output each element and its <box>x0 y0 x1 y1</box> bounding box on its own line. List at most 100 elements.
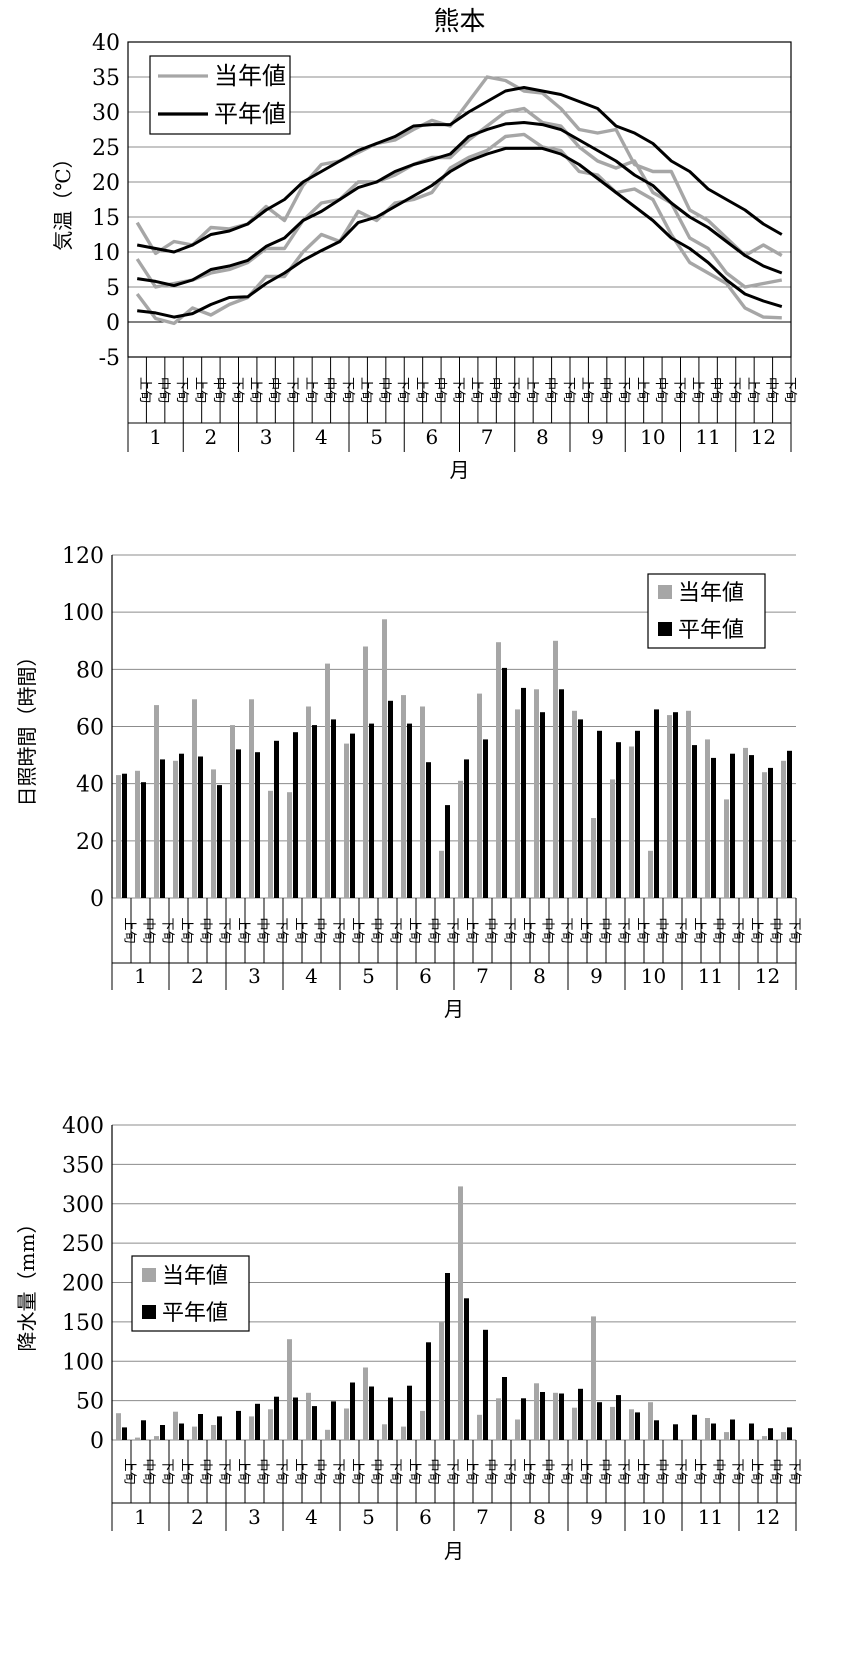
bar-normal <box>236 749 241 898</box>
month-label: 12 <box>751 425 776 449</box>
bar-normal <box>787 1427 792 1440</box>
decade-label: 中旬 <box>312 1458 327 1484</box>
decade-label: 中旬 <box>768 917 783 943</box>
y-tick-label: 150 <box>62 1311 104 1336</box>
bar-normal <box>255 1403 260 1440</box>
decade-label: 中旬 <box>654 1458 669 1484</box>
y-tick-label: 120 <box>62 544 104 569</box>
bar-normal <box>749 1423 754 1440</box>
decade-label: 下旬 <box>217 917 232 943</box>
bar-current <box>477 693 482 898</box>
bar-normal <box>540 1392 545 1440</box>
decade-label: 上旬 <box>303 377 318 403</box>
bar-current <box>420 1410 425 1440</box>
decade-label: 下旬 <box>331 917 346 943</box>
bar-normal <box>350 1382 355 1440</box>
bar-normal <box>521 1398 526 1440</box>
decade-label: 上旬 <box>236 917 251 943</box>
bar-normal <box>673 712 678 898</box>
bar-normal <box>730 1419 735 1440</box>
y-tick-label: -5 <box>99 346 120 371</box>
decade-label: 中旬 <box>763 377 778 403</box>
month-label: 6 <box>419 964 432 988</box>
bar-normal <box>122 1427 127 1440</box>
bar-current <box>629 746 634 898</box>
decade-label: 下旬 <box>217 1458 232 1484</box>
month-label: 6 <box>426 425 439 449</box>
legend-swatch-current <box>658 585 672 599</box>
bar-current <box>268 790 273 898</box>
bar-normal <box>502 667 507 898</box>
decade-label: 上旬 <box>690 377 705 403</box>
decade-label: 中旬 <box>597 917 612 943</box>
y-tick-label: 400 <box>62 1114 104 1139</box>
y-tick-label: 0 <box>90 887 104 912</box>
month-label: 4 <box>305 1505 318 1529</box>
decade-label: 中旬 <box>487 377 502 403</box>
decade-label: 中旬 <box>708 377 723 403</box>
y-tick-label: 60 <box>76 716 104 741</box>
decade-label: 上旬 <box>521 1458 536 1484</box>
legend-label-normal: 平年値 <box>214 100 286 128</box>
bar-normal <box>730 753 735 898</box>
y-tick-label: 50 <box>76 1390 104 1415</box>
decade-label: 上旬 <box>137 377 152 403</box>
decade-label: 下旬 <box>727 377 742 403</box>
bar-current <box>743 747 748 898</box>
bar-normal <box>540 712 545 898</box>
bar-current <box>439 850 444 898</box>
bar-normal <box>711 1423 716 1440</box>
decade-label: 中旬 <box>255 917 270 943</box>
y-tick-label: 20 <box>76 830 104 855</box>
bar-current <box>135 1437 140 1440</box>
decade-label: 中旬 <box>312 917 327 943</box>
bar-current <box>173 1411 178 1440</box>
bar-current <box>610 1406 615 1440</box>
month-label: 10 <box>641 964 666 988</box>
decade-label: 中旬 <box>598 377 613 403</box>
y-axis-label: 気温（℃） <box>51 148 75 250</box>
bar-normal <box>198 756 203 898</box>
bar-normal <box>369 1386 374 1440</box>
decade-label: 下旬 <box>160 1458 175 1484</box>
bar-current <box>325 1429 330 1440</box>
bar-normal <box>293 1397 298 1440</box>
decade-label: 中旬 <box>654 917 669 943</box>
month-label: 1 <box>149 425 162 449</box>
y-tick-label: 15 <box>92 206 120 231</box>
bar-current <box>154 705 159 898</box>
y-tick-label: 300 <box>62 1193 104 1218</box>
bar-current <box>249 1416 254 1440</box>
bar-normal <box>559 1393 564 1440</box>
decade-label: 上旬 <box>293 917 308 943</box>
bar-normal <box>141 1420 146 1440</box>
decade-label: 上旬 <box>579 377 594 403</box>
legend-label-current: 当年値 <box>214 62 286 90</box>
bar-normal <box>331 1401 336 1440</box>
decade-label: 上旬 <box>749 1458 764 1484</box>
decade-label: 上旬 <box>236 1458 251 1484</box>
bar-normal <box>768 767 773 898</box>
bar-normal <box>749 755 754 898</box>
bar-normal <box>635 1412 640 1440</box>
decade-label: 中旬 <box>768 1458 783 1484</box>
bar-normal <box>483 1329 488 1441</box>
bar-current <box>230 725 235 898</box>
decade-label: 上旬 <box>122 917 137 943</box>
decade-label: 中旬 <box>597 1458 612 1484</box>
decade-label: 下旬 <box>616 917 631 943</box>
bar-normal <box>331 719 336 898</box>
y-tick-label: 40 <box>76 773 104 798</box>
bar-normal <box>369 723 374 898</box>
bar-normal <box>122 773 127 898</box>
decade-label: 下旬 <box>730 917 745 943</box>
decade-label: 下旬 <box>445 917 460 943</box>
bar-current <box>648 850 653 898</box>
decade-label: 中旬 <box>321 377 336 403</box>
decade-label: 上旬 <box>350 1458 365 1484</box>
bar-current <box>401 695 406 898</box>
x-axis-label: 月 <box>450 458 470 482</box>
